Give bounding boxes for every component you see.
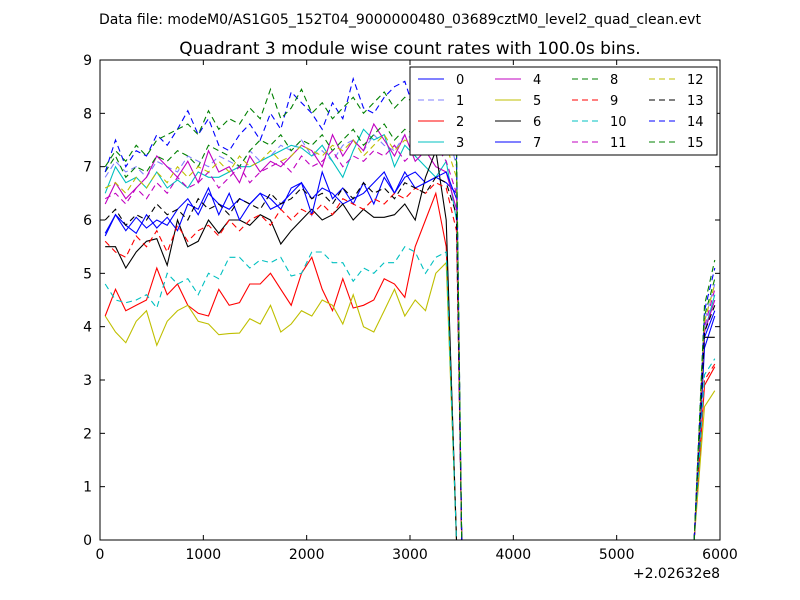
legend-label: 11 bbox=[610, 136, 627, 151]
series-line-10 bbox=[104, 245, 716, 540]
x-tick-label: 4000 bbox=[496, 547, 532, 563]
y-tick-label: 9 bbox=[83, 53, 92, 69]
legend-box bbox=[409, 66, 718, 156]
legend-label: 7 bbox=[533, 136, 541, 151]
legend-label: 0 bbox=[456, 73, 464, 88]
x-tick-label: 3000 bbox=[392, 547, 428, 563]
y-tick-label: 6 bbox=[83, 213, 92, 229]
y-tick-label: 2 bbox=[83, 426, 92, 442]
y-tick-label: 4 bbox=[83, 320, 92, 336]
series-line-1 bbox=[104, 122, 716, 540]
legend-label: 5 bbox=[533, 94, 541, 109]
y-tick-label: 0 bbox=[83, 533, 92, 549]
series-line-7 bbox=[104, 170, 716, 540]
series-layer bbox=[104, 69, 716, 540]
legend-label: 3 bbox=[456, 136, 464, 151]
x-tick-label: 1000 bbox=[186, 547, 222, 563]
legend-label: 14 bbox=[687, 115, 704, 130]
x-tick-label: 0 bbox=[96, 547, 105, 563]
series-line-9 bbox=[104, 182, 716, 540]
legend-label: 9 bbox=[610, 94, 618, 109]
series-line-6 bbox=[105, 148, 715, 540]
suptitle: Data file: modeM0/AS1G05_152T04_90000004… bbox=[99, 12, 701, 28]
legend-label: 1 bbox=[456, 94, 464, 109]
legend-label: 8 bbox=[610, 73, 618, 88]
y-tick-label: 8 bbox=[83, 106, 92, 122]
legend-label: 15 bbox=[687, 136, 704, 151]
y-tick-label: 5 bbox=[83, 266, 92, 282]
y-tick-label: 7 bbox=[83, 160, 92, 176]
chart-title: Quadrant 3 module wise count rates with … bbox=[179, 39, 640, 59]
y-tick-label: 3 bbox=[83, 373, 92, 389]
series-line-15 bbox=[104, 87, 716, 540]
legend-label: 2 bbox=[456, 115, 464, 130]
legend-label: 13 bbox=[687, 94, 704, 109]
x-axis-offset-label: +2.02632e8 bbox=[633, 566, 720, 582]
x-tick-label: 5000 bbox=[599, 547, 635, 563]
series-line-3 bbox=[104, 128, 716, 540]
legend-label: 10 bbox=[610, 115, 627, 130]
legend-label: 4 bbox=[533, 73, 541, 88]
y-tick-label: 1 bbox=[83, 480, 92, 496]
legend-label: 6 bbox=[533, 115, 541, 130]
series-line-11 bbox=[104, 144, 716, 540]
x-axis: 0 1000 2000 3000 4000 5000 6000 bbox=[96, 60, 738, 563]
legend-label: 12 bbox=[687, 73, 704, 88]
series-line-12 bbox=[104, 133, 716, 540]
series-line-5 bbox=[104, 261, 716, 540]
x-tick-label: 6000 bbox=[702, 547, 738, 563]
x-tick-label: 2000 bbox=[289, 547, 325, 563]
